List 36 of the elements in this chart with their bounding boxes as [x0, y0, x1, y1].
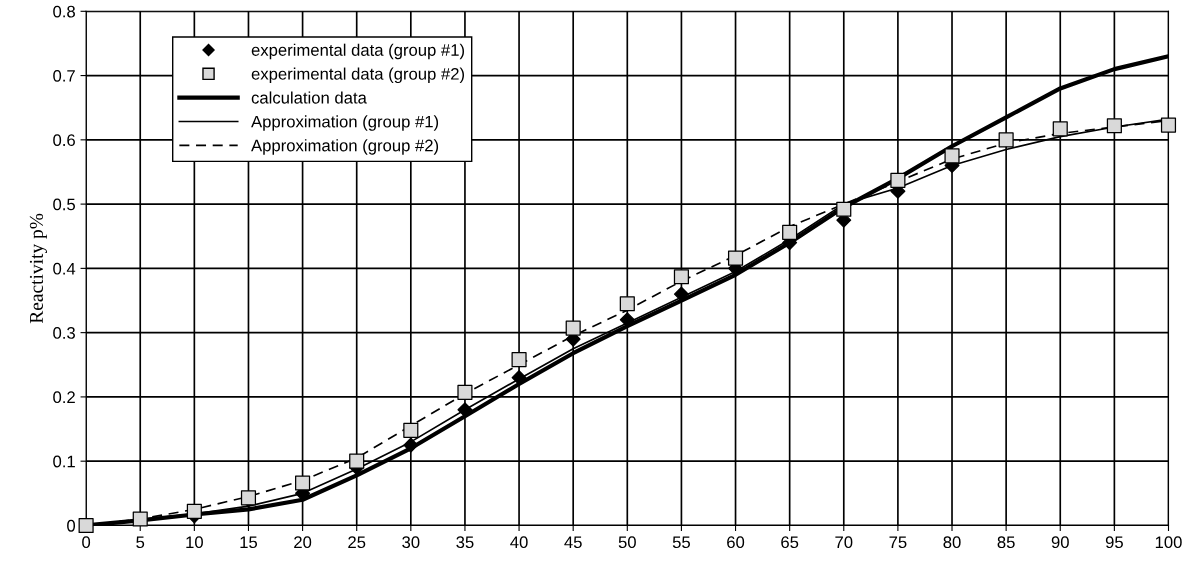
x-tick-label: 35 [456, 536, 474, 549]
y-tick-label: 0.6 [53, 134, 75, 147]
y-tick-label: 0.7 [53, 69, 75, 82]
x-tick-label: 25 [348, 536, 366, 549]
x-tick-label: 15 [240, 536, 258, 549]
x-tick-label: 80 [943, 536, 961, 549]
x-tick-label: 60 [727, 536, 745, 549]
x-tick-label: 10 [186, 536, 203, 549]
x-tick-label: 45 [564, 536, 582, 549]
legend-label: Approximation (group #2) [251, 139, 439, 155]
x-tick-label: 30 [402, 536, 420, 549]
legend-label: experimental data (group #1) [251, 43, 465, 60]
y-tick-label: 0.8 [53, 5, 75, 18]
x-tick-label: 65 [781, 536, 799, 549]
y-tick-label: 0.3 [53, 327, 75, 339]
y-tick-label: 0.5 [53, 198, 75, 211]
x-tick-label: 75 [889, 536, 907, 549]
y-tick-label: 0.1 [53, 455, 75, 468]
y-tick-label: 0.4 [53, 262, 76, 275]
y-tick-label: 0.2 [53, 391, 75, 404]
x-tick-label: 85 [997, 536, 1015, 549]
legend-label: calculation data [251, 91, 367, 104]
x-tick-label: 95 [1105, 536, 1123, 549]
x-tick-label: 40 [510, 536, 528, 549]
x-tick-label: 50 [618, 536, 636, 549]
y-axis-title: Reactivity p% [29, 213, 47, 324]
x-tick-label: 5 [136, 536, 145, 549]
x-tick-label: 55 [672, 536, 690, 549]
x-tick-label: 70 [835, 536, 853, 549]
y-tick-label: 0 [67, 519, 76, 532]
legend-label: Approximation (group #1) [251, 115, 439, 131]
legend-label: experimental data (group #2) [251, 67, 465, 84]
x-tick-label: 100 [1155, 536, 1182, 549]
x-tick-label: 20 [294, 536, 312, 549]
x-tick-label: 90 [1051, 536, 1069, 549]
x-tick-label: 0 [82, 536, 91, 549]
